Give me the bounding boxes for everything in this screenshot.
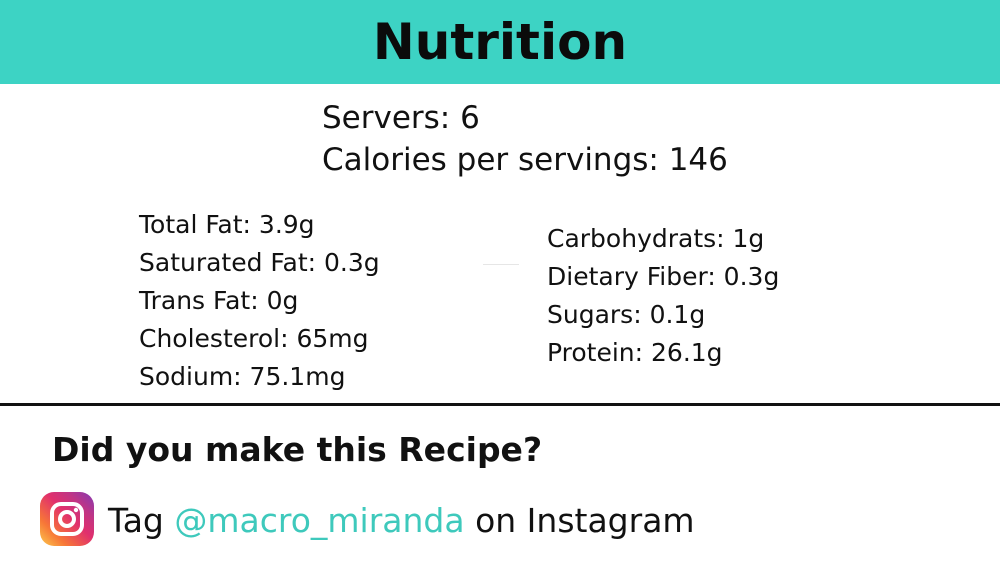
faint-divider-mark — [483, 264, 519, 265]
nutrients-left-column: Total Fat: 3.9g Saturated Fat: 0.3g Tran… — [139, 206, 380, 396]
nutrient-sodium: Sodium: 75.1mg — [139, 362, 346, 391]
page-title: Nutrition — [372, 13, 628, 71]
nutrient-saturated-fat: Saturated Fat: 0.3g — [139, 248, 380, 277]
nutrient-sugars: Sugars: 0.1g — [547, 300, 706, 329]
instagram-icon — [40, 492, 94, 546]
recipe-question: Did you make this Recipe? — [52, 430, 543, 469]
section-divider — [0, 403, 1000, 406]
nutrient-trans-fat: Trans Fat: 0g — [139, 286, 299, 315]
nutrient-cholesterol: Cholesterol: 65mg — [139, 324, 369, 353]
instagram-tag-line: Tag @macro_miranda on Instagram — [108, 500, 695, 542]
nutrients-right-column: Carbohydrats: 1g Dietary Fiber: 0.3g Sug… — [547, 220, 779, 372]
tag-suffix: on Instagram — [464, 501, 695, 540]
instagram-handle-link[interactable]: @macro_miranda — [174, 501, 465, 540]
servings-text: Servers: 6 — [322, 100, 480, 136]
calories-text: Calories per servings: 146 — [322, 142, 728, 178]
nutrient-dietary-fiber: Dietary Fiber: 0.3g — [547, 262, 780, 291]
nutrient-carbohydrates: Carbohydrats: 1g — [547, 224, 765, 253]
tag-prefix: Tag — [108, 501, 175, 540]
nutrient-total-fat: Total Fat: 3.9g — [139, 210, 315, 239]
header-banner: Nutrition — [0, 0, 1000, 84]
nutrient-protein: Protein: 26.1g — [547, 338, 723, 367]
